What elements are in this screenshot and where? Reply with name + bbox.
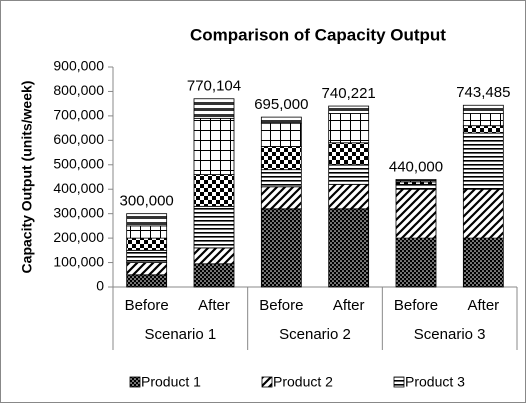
group-label: Scenario 3 bbox=[414, 326, 486, 343]
bar-segment bbox=[328, 183, 370, 210]
x-tick-label: After bbox=[467, 297, 499, 314]
total-label: 740,221 bbox=[322, 85, 376, 102]
bar-segment bbox=[328, 113, 370, 144]
x-tick-label: Before bbox=[259, 297, 303, 314]
bar-segment bbox=[462, 104, 504, 114]
bar-segment bbox=[193, 98, 235, 119]
y-tick-label: 600,000 bbox=[53, 131, 104, 147]
legend-swatch bbox=[393, 376, 405, 388]
legend-label: Product 2 bbox=[273, 374, 333, 390]
bar-segment bbox=[328, 105, 370, 114]
bar-segment bbox=[462, 113, 504, 127]
bar-segment bbox=[395, 237, 437, 288]
bar-segment bbox=[193, 263, 235, 288]
bar-segment bbox=[260, 146, 302, 171]
group-label: Scenario 2 bbox=[279, 326, 351, 343]
y-tick-label: 100,000 bbox=[53, 253, 104, 269]
legend-label: Product 1 bbox=[141, 374, 201, 390]
y-tick-label: 400,000 bbox=[53, 180, 104, 196]
bar-segment bbox=[328, 164, 370, 185]
x-tick-label: After bbox=[333, 297, 365, 314]
bar-segment bbox=[193, 117, 235, 175]
chart-title: Comparison of Capacity Output bbox=[190, 25, 446, 44]
bar-segment bbox=[126, 249, 168, 263]
bar-segment bbox=[462, 237, 504, 288]
total-label: 743,485 bbox=[456, 84, 510, 101]
bar-segment bbox=[462, 188, 504, 239]
y-tick-label: 300,000 bbox=[53, 204, 104, 220]
bar-segment bbox=[462, 125, 504, 134]
legend-swatch bbox=[261, 376, 273, 388]
y-tick-label: 200,000 bbox=[53, 229, 104, 245]
bar-segment bbox=[395, 183, 437, 190]
y-tick-label: 800,000 bbox=[53, 82, 104, 98]
bar-segment bbox=[462, 132, 504, 190]
bar-segment bbox=[260, 122, 302, 147]
bar-segment bbox=[260, 208, 302, 288]
bar-segment bbox=[126, 237, 168, 251]
bar-segment bbox=[126, 262, 168, 276]
legend-label: Product 3 bbox=[405, 374, 465, 390]
bar-segment bbox=[126, 213, 168, 227]
bar-segment bbox=[328, 208, 370, 288]
y-tick-label: 0 bbox=[96, 278, 104, 294]
bar-segment bbox=[193, 247, 235, 265]
total-label: 695,000 bbox=[254, 96, 308, 113]
bar-segment bbox=[126, 225, 168, 239]
legend-swatch bbox=[129, 376, 141, 388]
y-tick-label: 500,000 bbox=[53, 155, 104, 171]
total-label: 300,000 bbox=[120, 193, 174, 210]
total-label: 770,104 bbox=[187, 78, 241, 95]
bar-segment bbox=[395, 188, 437, 239]
x-tick-label: Before bbox=[125, 297, 169, 314]
bar-segment bbox=[193, 205, 235, 249]
x-tick-label: Before bbox=[394, 297, 438, 314]
bar-segment bbox=[193, 174, 235, 207]
total-label: 440,000 bbox=[389, 158, 443, 175]
bar-segment bbox=[126, 274, 168, 288]
bar-segment bbox=[395, 179, 437, 182]
y-tick-label: 900,000 bbox=[53, 58, 104, 74]
y-axis-title: Capacity Output (units/week) bbox=[19, 81, 35, 274]
bar-segment bbox=[260, 186, 302, 210]
bar-segment bbox=[260, 169, 302, 188]
bar-segment bbox=[260, 116, 302, 124]
x-tick-label: After bbox=[198, 297, 230, 314]
bar-segment bbox=[328, 142, 370, 166]
y-tick-label: 700,000 bbox=[53, 107, 104, 123]
group-label: Scenario 1 bbox=[144, 326, 216, 343]
